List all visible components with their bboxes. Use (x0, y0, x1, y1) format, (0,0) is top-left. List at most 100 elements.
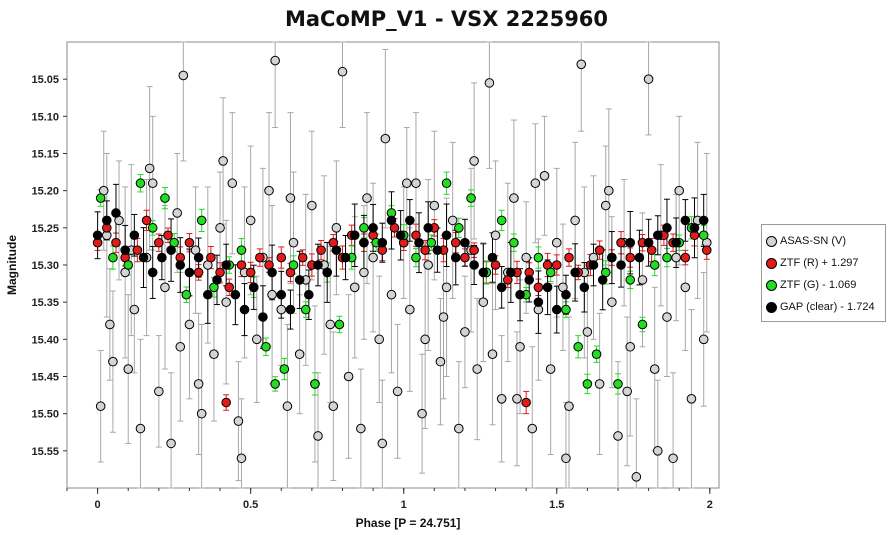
error-bar (180, 41, 187, 162)
data-point (561, 304, 571, 315)
y-axis-label: Magnitude (5, 235, 19, 295)
data-markers (92, 55, 712, 482)
data-point (496, 215, 507, 226)
data-point (478, 267, 489, 278)
legend-label: ASAS-SN (V) (780, 235, 847, 247)
data-point (316, 245, 326, 255)
data-point (591, 349, 602, 360)
data-point (209, 349, 219, 360)
data-point (604, 185, 614, 196)
data-point (300, 304, 311, 315)
data-point (411, 252, 421, 263)
legend-label: GAP (clear) - 1.724 (780, 301, 875, 313)
data-point (386, 289, 397, 300)
data-point (258, 312, 268, 322)
data-point (496, 282, 507, 293)
data-point (432, 245, 443, 255)
data-point (135, 178, 146, 189)
data-point (579, 282, 590, 293)
data-point (545, 364, 556, 374)
data-point (643, 74, 654, 84)
data-point (147, 267, 158, 278)
data-point (111, 208, 121, 218)
legend-label: ZTF (R) + 1.297 (780, 257, 859, 269)
data-point (138, 252, 149, 263)
data-point (175, 260, 186, 270)
data-point (245, 215, 256, 226)
data-point (631, 472, 642, 482)
error-bar (670, 372, 677, 489)
data-point (652, 230, 663, 241)
data-point (304, 289, 314, 300)
data-point (533, 252, 544, 263)
data-point (297, 252, 308, 263)
data-point (233, 416, 244, 426)
data-point (441, 282, 452, 293)
data-point (172, 208, 182, 218)
x-axis-label: Phase [P = 24.751] (356, 516, 461, 530)
data-point (564, 252, 574, 263)
data-point (570, 267, 580, 278)
data-point (625, 341, 636, 352)
data-point (420, 334, 430, 345)
data-point (184, 237, 195, 248)
error-bar (578, 41, 585, 132)
data-point (530, 178, 541, 189)
data-point (374, 334, 385, 345)
data-point (423, 223, 434, 233)
data-point (359, 267, 369, 278)
data-point (441, 178, 452, 189)
data-point (469, 156, 479, 166)
data-point (359, 223, 369, 233)
data-point (533, 297, 544, 307)
data-point (680, 215, 691, 226)
data-point (662, 223, 672, 233)
data-point (108, 252, 118, 263)
data-point (147, 178, 158, 189)
data-point (450, 237, 461, 248)
data-point (607, 252, 617, 263)
data-point (662, 312, 672, 322)
data-point (288, 260, 299, 270)
data-point (193, 252, 204, 263)
data-point (307, 200, 317, 211)
data-point (478, 297, 489, 307)
data-point (196, 215, 207, 226)
data-point (251, 334, 262, 345)
data-point (582, 327, 593, 337)
data-point (539, 171, 550, 181)
x-tick-label: 1.5 (549, 499, 564, 511)
data-point (524, 275, 535, 285)
error-bar (168, 372, 175, 489)
data-point (261, 341, 271, 352)
data-point (227, 178, 238, 189)
data-point (193, 379, 204, 389)
data-point (512, 394, 522, 404)
error-bar (238, 398, 245, 489)
error-bar (339, 41, 346, 128)
data-point (166, 438, 176, 449)
data-point (607, 297, 617, 307)
data-point (689, 223, 700, 233)
data-point (401, 178, 412, 189)
data-point (668, 453, 678, 464)
data-point (542, 282, 553, 293)
data-point (362, 193, 372, 203)
data-point (460, 327, 470, 337)
data-point (356, 423, 366, 434)
y-tick-label: 15.45 (31, 372, 59, 384)
data-point (616, 237, 626, 248)
data-point (625, 275, 636, 285)
data-point (649, 260, 660, 270)
data-point (95, 401, 106, 412)
data-point (454, 423, 464, 434)
data-point (405, 215, 415, 226)
data-point (264, 185, 274, 196)
data-point (594, 245, 605, 255)
y-tick-label: 15.10 (31, 111, 59, 123)
data-point (392, 386, 403, 397)
data-point (637, 319, 648, 330)
data-point (294, 349, 305, 360)
data-point (472, 364, 482, 374)
